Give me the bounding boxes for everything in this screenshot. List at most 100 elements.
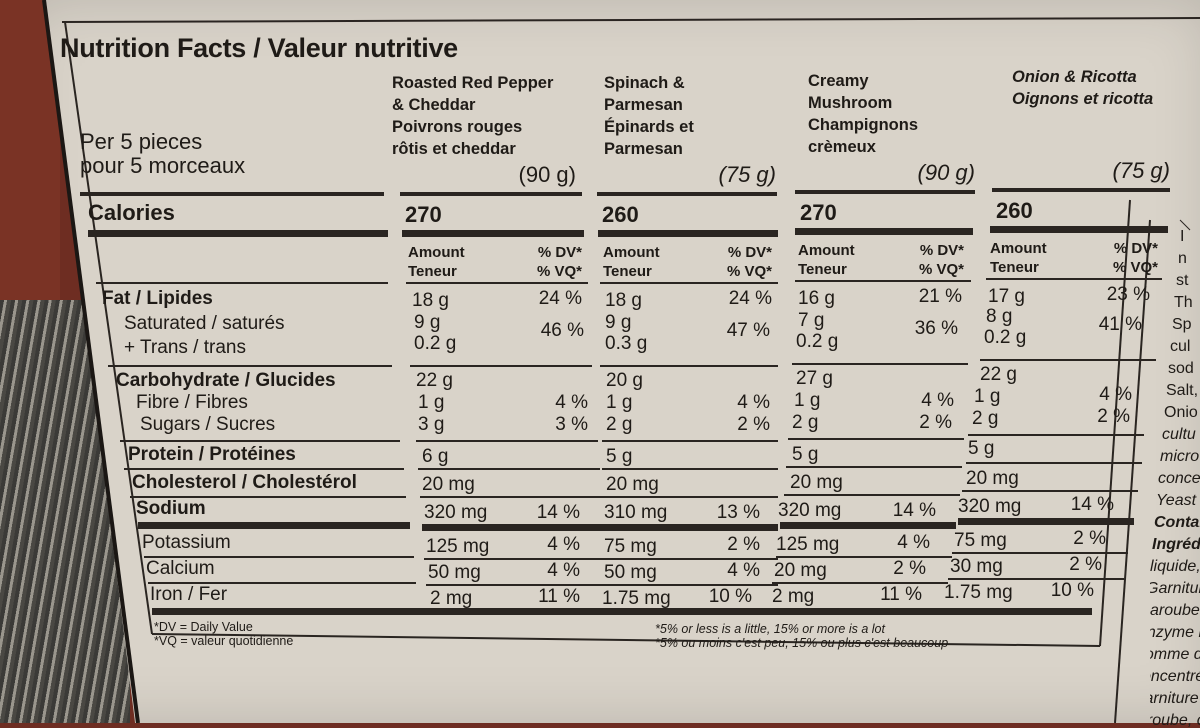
package-box [45, 0, 1200, 723]
vq-label: % VQ* [1112, 259, 1158, 276]
calcium-value: 30 mg [950, 556, 1003, 577]
saturated-trans-dv: 47 % [726, 320, 770, 341]
divider [602, 440, 778, 442]
sodium-value: 310 mg [604, 502, 668, 523]
amount-label: Amount [408, 244, 465, 261]
amount-label: Amount [798, 242, 855, 259]
divider [962, 490, 1138, 492]
sugars-dv: 2 % [1097, 406, 1130, 427]
ingredient-line: sod [1168, 360, 1194, 377]
column-header-roasted-red-pepper: Roasted Red Pepper & Cheddar Poivrons ro… [392, 72, 582, 160]
teneur-label: Teneur [990, 259, 1039, 276]
calcium-dv: 2 % [893, 558, 926, 579]
calcium-dv: 4 % [727, 560, 760, 581]
column-header-creamy-mushroom: Creamy Mushroom Champignons crèmeux [808, 70, 998, 158]
calcium-value: 20 mg [774, 560, 827, 581]
sodium-value: 320 mg [778, 500, 842, 521]
amount-label: Amount [603, 244, 660, 261]
ingredient-line: enzyme m [1150, 624, 1200, 641]
ingredient-line: caroube, [1150, 602, 1200, 619]
divider [795, 190, 975, 194]
fibre-value: 1 g [606, 392, 633, 413]
potassium-value: 125 mg [776, 534, 840, 555]
row-label-protein: Protein / Protéines [128, 444, 296, 465]
potassium-value: 75 mg [604, 536, 657, 557]
vq-label: % VQ* [918, 261, 964, 278]
calcium-value: 50 mg [428, 562, 481, 583]
amount-label: Amount [990, 240, 1047, 257]
sodium-dv: 13 % [716, 502, 760, 523]
trans-value: 0.2 g [984, 327, 1027, 348]
trans-value: 0.2 g [796, 331, 839, 352]
ingredient-line: Contai [1154, 514, 1200, 531]
divider [952, 552, 1128, 554]
fibre-value: 1 g [974, 386, 1001, 407]
calories-label: Calories [88, 200, 175, 225]
sodium-dv: 14 % [1070, 494, 1114, 515]
divider [602, 584, 778, 586]
divider [138, 522, 410, 529]
potassium-dv: 4 % [547, 534, 580, 555]
fat-dv: 21 % [918, 286, 962, 307]
divider [598, 230, 778, 237]
saturated-trans-dv: 36 % [914, 318, 958, 339]
ingredient-line: Garniture a [1150, 690, 1200, 707]
fibre-value: 1 g [418, 392, 445, 413]
serving-weight: (75 g) [1112, 158, 1170, 183]
divider [402, 230, 584, 237]
teneur-label: Teneur [408, 263, 457, 280]
product-name-en: Parmesan [604, 96, 683, 114]
carbohydrate-value: 20 g [606, 370, 643, 391]
ingredient-line: Garniture [1150, 580, 1200, 597]
calcium-dv: 4 % [547, 560, 580, 581]
footnote-guide-fr: *5% ou moins c'est peu, 15% ou plus c'es… [655, 636, 949, 650]
ingredient-line: n [1178, 250, 1187, 267]
row-label-potassium: Potassium [142, 532, 231, 553]
row-label-carbohydrate: Carbohydrate / Glucides [116, 370, 336, 391]
ingredients-panel-partial: I n st Th Sp cul sod Salt, Onio cultu mi… [1150, 228, 1200, 728]
sodium-dv: 14 % [892, 500, 936, 521]
sodium-dv: 14 % [536, 502, 580, 523]
footnote-dv: *DV = Daily Value *VQ = valeur quotidien… [154, 620, 293, 648]
divider [795, 228, 973, 235]
ingredient-line: concentré, [1150, 668, 1200, 685]
row-label-fibre: Fibre / Fibres [136, 392, 248, 413]
divider [422, 524, 604, 531]
product-name-fr: Poivrons rouges [392, 118, 523, 136]
potassium-value: 75 mg [954, 530, 1007, 551]
iron-value: 2 mg [772, 586, 815, 607]
footnote-dv-en: *DV = Daily Value [154, 620, 253, 634]
product-name-en: Creamy [808, 72, 869, 90]
dv-header: % DV* % VQ* [512, 243, 582, 281]
iron-dv: 10 % [708, 586, 752, 607]
carbohydrate-value: 22 g [416, 370, 453, 391]
calcium-dv: 2 % [1069, 554, 1102, 575]
divider [602, 468, 778, 470]
calcium-value: 50 mg [604, 562, 657, 583]
product-name-en: Roasted Red Pepper [392, 74, 554, 92]
divider [130, 496, 406, 498]
calories-value: 270 [800, 200, 837, 225]
product-name-fr: Oignons et ricotta [1012, 90, 1154, 108]
divider [602, 496, 778, 498]
divider [780, 522, 956, 529]
saturated-trans-dv: 46 % [540, 320, 584, 341]
potassium-dv: 4 % [897, 532, 930, 553]
product-name-en: Spinach & [604, 74, 685, 92]
fat-value: 18 g [412, 290, 449, 311]
footnote-vq-fr: *VQ = valeur quotidienne [154, 634, 294, 648]
sugars-value: 2 g [606, 414, 633, 435]
divider [966, 462, 1142, 464]
saturated-value: 9 g [414, 312, 441, 333]
ingredient-line: Sp [1172, 316, 1192, 333]
ingredient-line: cultu [1162, 426, 1196, 443]
divider [992, 188, 1170, 192]
divider [602, 558, 778, 560]
ingredient-line: Ingrédi [1152, 536, 1200, 553]
protein-value: 5 g [606, 446, 633, 467]
dv-label: % DV* [537, 244, 582, 261]
fibre-dv: 4 % [555, 392, 588, 413]
serving-weight: (90 g) [917, 160, 975, 185]
divider [795, 280, 971, 282]
background-red-surface [0, 0, 60, 305]
